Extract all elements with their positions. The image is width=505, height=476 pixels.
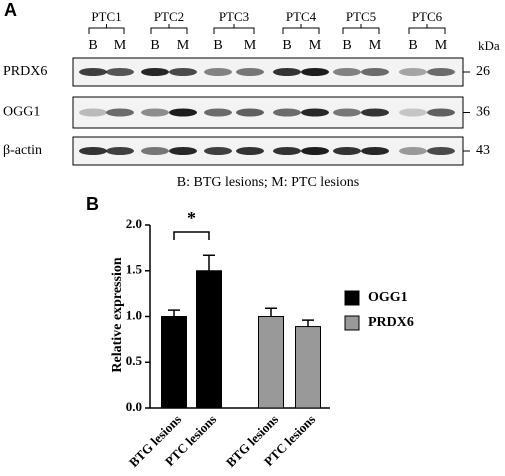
band — [399, 108, 427, 117]
bar — [196, 270, 222, 409]
band — [79, 68, 107, 76]
caption: B: BTG lesions; M: PTC lesions — [177, 175, 359, 190]
band — [141, 147, 169, 155]
band — [333, 108, 361, 117]
band — [273, 68, 301, 76]
band — [204, 68, 232, 76]
band — [79, 108, 107, 117]
group-label: PTC4 — [286, 9, 317, 24]
band — [204, 147, 232, 155]
band — [204, 108, 232, 117]
blot-strip — [72, 96, 464, 129]
annotation: * — [187, 208, 196, 228]
error-bar — [265, 307, 277, 317]
group-bracket — [408, 24, 446, 34]
group-bracket — [88, 24, 125, 34]
group-bracket — [150, 24, 188, 34]
lane-label: M — [114, 38, 127, 53]
band — [301, 68, 329, 76]
error-bar — [203, 254, 215, 271]
lane-label: M — [369, 38, 382, 53]
blot-strip — [72, 136, 464, 166]
lane-label: B — [150, 38, 159, 53]
band — [236, 108, 264, 117]
row-label: PRDX6 — [3, 64, 47, 79]
band — [333, 147, 361, 155]
lane-label: B — [88, 38, 97, 53]
legend-swatch — [344, 290, 360, 306]
size-label: 26 — [476, 64, 490, 79]
size-label: 36 — [476, 105, 490, 120]
lane-label: B — [282, 38, 291, 53]
band — [301, 108, 329, 117]
group-label: PTC6 — [412, 9, 443, 24]
size-label: 43 — [476, 143, 490, 158]
band — [106, 108, 134, 117]
lane-label: B — [342, 38, 351, 53]
band — [361, 68, 389, 76]
band — [427, 147, 455, 155]
y-axis-label: Relative expression — [110, 257, 125, 372]
y-tick-label: 0.0 — [126, 399, 142, 414]
band — [106, 68, 134, 76]
y-tick-label: 1.0 — [126, 307, 142, 322]
row-label: β-actin — [3, 143, 42, 158]
group-label: PTC1 — [91, 9, 121, 24]
group-label: PTC2 — [154, 9, 184, 24]
band — [169, 147, 197, 155]
panel-label: B — [86, 194, 99, 214]
band — [141, 108, 169, 117]
band — [106, 147, 134, 155]
band — [273, 147, 301, 155]
group-bracket — [213, 24, 255, 34]
blot-strip — [72, 57, 464, 87]
group-label: PTC3 — [219, 9, 249, 24]
band — [301, 147, 329, 155]
band — [236, 147, 264, 155]
bar — [258, 316, 284, 409]
y-tick-label: 1.5 — [126, 262, 143, 277]
legend-swatch — [344, 315, 360, 331]
band — [399, 147, 427, 155]
bar — [161, 316, 187, 409]
band — [427, 68, 455, 76]
legend-label: PRDX6 — [368, 315, 414, 330]
band — [399, 68, 427, 76]
lane-label: B — [213, 38, 222, 53]
y-tick-label: 2.0 — [126, 216, 142, 231]
unit-label: kDa — [478, 38, 500, 53]
legend-label: OGG1 — [368, 290, 408, 305]
lane-label: M — [244, 38, 257, 53]
band — [273, 108, 301, 117]
band — [427, 108, 455, 117]
panel-label: A — [4, 0, 17, 20]
band — [333, 68, 361, 76]
band — [236, 68, 264, 76]
band — [169, 68, 197, 76]
error-bar — [168, 309, 180, 317]
group-bracket — [282, 24, 320, 34]
lane-label: M — [435, 38, 448, 53]
y-tick-label: 0.5 — [126, 353, 143, 368]
lane-label: M — [309, 38, 322, 53]
band — [361, 108, 389, 117]
lane-label: B — [408, 38, 417, 53]
lane-label: M — [177, 38, 190, 53]
band — [141, 68, 169, 76]
bar — [295, 326, 321, 409]
band — [169, 108, 197, 117]
group-bracket — [342, 24, 380, 34]
error-bar — [302, 319, 314, 327]
band — [79, 147, 107, 155]
significance-bracket — [173, 231, 210, 240]
group-label: PTC5 — [346, 9, 376, 24]
band — [361, 147, 389, 155]
row-label: OGG1 — [3, 105, 40, 120]
